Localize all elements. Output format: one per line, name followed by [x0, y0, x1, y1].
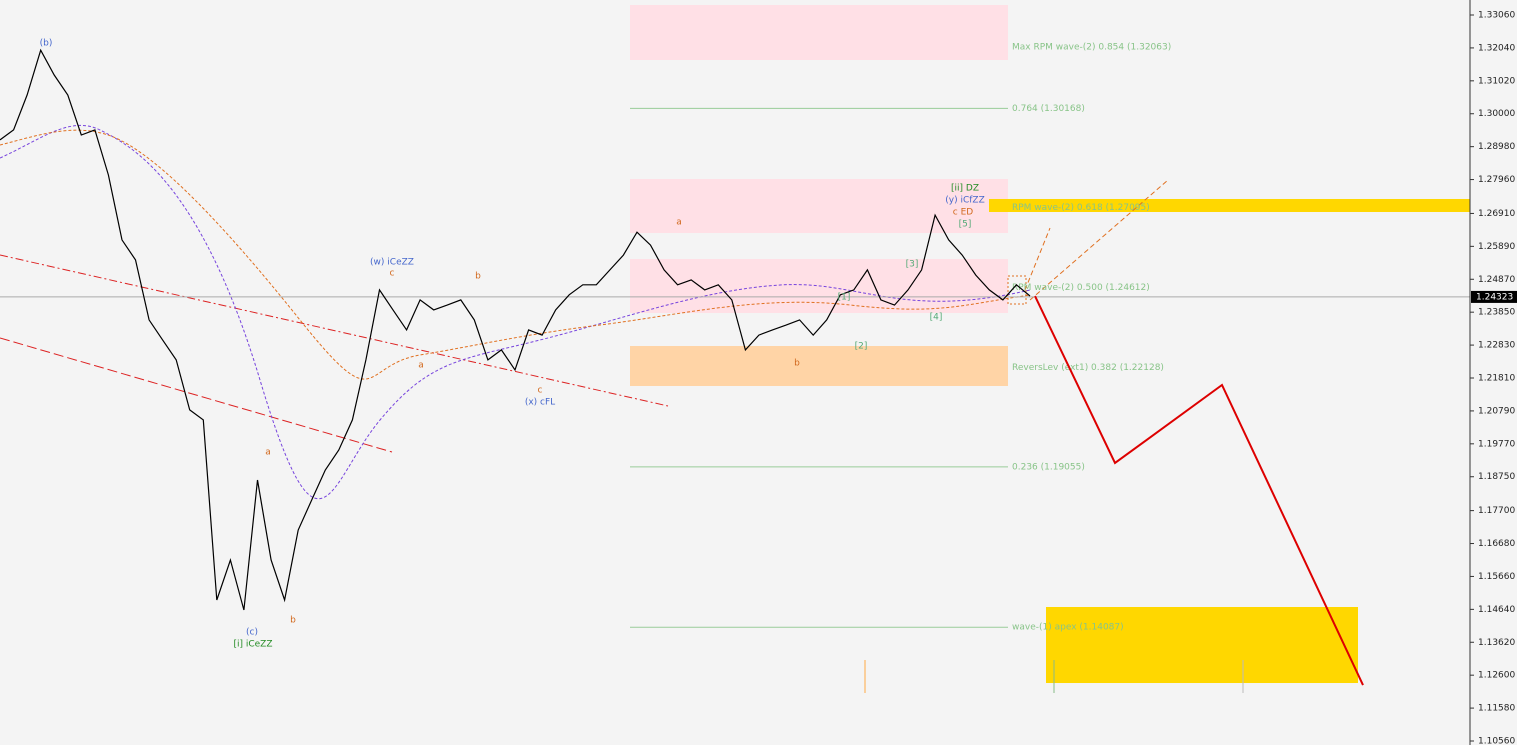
projection-guide	[1024, 227, 1051, 291]
y-tick-label: 1.12600	[1478, 671, 1515, 681]
y-tick-label: 1.33060	[1478, 11, 1515, 21]
level-label: RPM wave-(2) 0.500 (1.24612)	[1012, 283, 1150, 293]
current-price-label: 1.24323	[1476, 292, 1513, 302]
y-tick-label: 1.23850	[1478, 308, 1515, 318]
y-tick-label: 1.30000	[1478, 109, 1515, 119]
wave-label: c ED	[953, 208, 973, 218]
wave-label: a	[265, 448, 271, 458]
y-tick-label: 1.14640	[1478, 605, 1515, 615]
y-tick-label: 1.26910	[1478, 209, 1515, 219]
level-label: Max RPM wave-(2) 0.854 (1.32063)	[1012, 43, 1171, 53]
wave-label: (c)	[246, 628, 258, 638]
wave-label: b	[794, 359, 800, 369]
price-line	[0, 48, 1031, 611]
level-label: RPM wave-(2) 0.618 (1.27095)	[1012, 203, 1150, 213]
zone	[989, 198, 1470, 212]
y-tick-label: 1.15660	[1478, 572, 1515, 582]
plot	[0, 48, 1470, 686]
wave-label: [i] iCeZZ	[233, 640, 272, 650]
zones	[630, 5, 1470, 684]
wave-label: a	[418, 361, 424, 371]
y-tick-label: 1.32040	[1478, 43, 1515, 53]
wave-label: b	[290, 616, 296, 626]
y-tick-label: 1.13620	[1478, 638, 1515, 648]
current-price-box	[1471, 290, 1517, 303]
y-tick-label: 1.10560	[1478, 736, 1515, 745]
y-tick-label: 1.27960	[1478, 175, 1515, 185]
level-label: 0.236 (1.19055)	[1012, 462, 1085, 472]
zone	[630, 5, 1008, 61]
y-tick-label: 1.31020	[1478, 76, 1515, 86]
level-label: 0.764 (1.30168)	[1012, 104, 1085, 114]
zone	[630, 345, 1008, 387]
wave-label: (x) cFL	[525, 398, 555, 408]
wave-label: [1]	[838, 293, 851, 303]
levels: Max RPM wave-(2) 0.854 (1.32063) 0.764 (1…	[630, 43, 1171, 633]
projection-line	[1034, 295, 1364, 686]
y-tick-label: 1.18750	[1478, 472, 1515, 482]
level-label: wave-(1) apex (1.14087)	[1012, 623, 1124, 633]
y-tick-label: 1.21810	[1478, 374, 1515, 384]
wave-label: (w) iCeZZ	[370, 258, 414, 268]
wave-label: a	[676, 218, 682, 228]
level-label: ReversLev (ext1) 0.382 (1.22128)	[1012, 363, 1164, 373]
wave-label: b	[475, 272, 481, 282]
wave-label: (y) iCfZZ	[945, 196, 985, 206]
y-tick-label: 1.11580	[1478, 704, 1515, 714]
wave-label: [3]	[906, 260, 919, 270]
wave-label: [ii] DZ	[951, 184, 979, 194]
moving-average	[0, 125, 1031, 500]
trend-line	[0, 254, 669, 407]
y-tick-label: 1.25890	[1478, 242, 1515, 252]
y-tick-label: 1.22830	[1478, 341, 1515, 351]
wave-label: [2]	[855, 342, 868, 352]
zone	[1046, 606, 1358, 684]
wave-label: (b)	[40, 39, 53, 49]
wave-label: [5]	[959, 220, 972, 230]
box-marker	[1007, 275, 1027, 305]
axis: 1.33060 1.32040 1.31020 1.30000 1.28980 1.279…	[1470, 11, 1517, 745]
y-tick-label: 1.16680	[1478, 539, 1515, 549]
wave-label: [4]	[930, 313, 943, 323]
y-tick-label: 1.19770	[1478, 439, 1515, 449]
trend-line	[0, 337, 393, 453]
y-tick-label: 1.17700	[1478, 506, 1515, 516]
y-tick-label: 1.20790	[1478, 406, 1515, 416]
wave-label: c	[538, 386, 543, 396]
zone	[630, 179, 1008, 233]
wave-label: c	[390, 269, 395, 279]
y-tick-label: 1.28980	[1478, 142, 1515, 152]
projection-guide	[1029, 179, 1169, 301]
y-tick-label: 1.24870	[1478, 275, 1515, 285]
